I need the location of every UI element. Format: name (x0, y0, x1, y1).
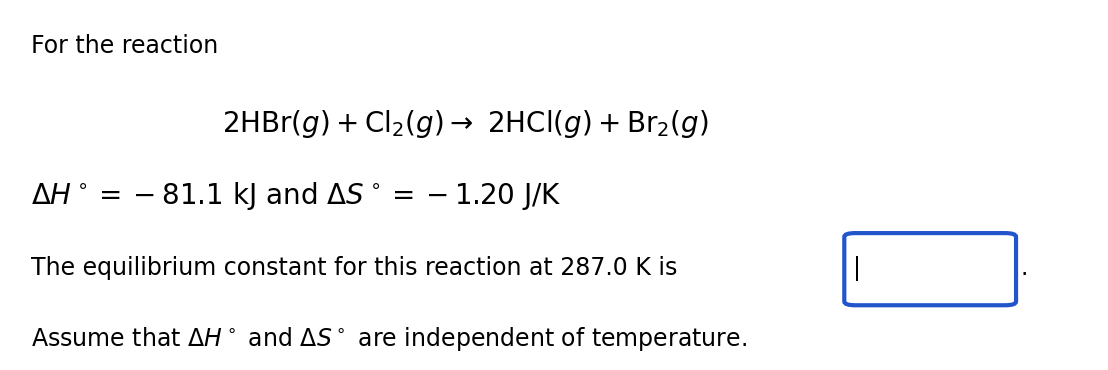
Text: $\mathrm{2HBr(}$$\mathit{g}$$\mathrm{) + Cl_2(}$$\mathit{g}$$\mathrm{) \rightarr: $\mathrm{2HBr(}$$\mathit{g}$$\mathrm{) +… (222, 108, 709, 140)
Text: For the reaction: For the reaction (31, 34, 218, 58)
Text: The equilibrium constant for this reaction at 287.0 K is: The equilibrium constant for this reacti… (31, 256, 677, 280)
FancyBboxPatch shape (844, 233, 1016, 305)
Text: .: . (1020, 256, 1028, 280)
Text: Assume that $\Delta \mathit{H}^\circ$ and $\Delta \mathit{S}^\circ$ are independ: Assume that $\Delta \mathit{H}^\circ$ an… (31, 324, 747, 353)
Text: $\Delta \mathit{H}^\circ = -81.1\ \mathrm{kJ}$$\ \mathrm{and}\ $$\Delta \mathit{: $\Delta \mathit{H}^\circ = -81.1\ \mathr… (31, 180, 562, 212)
Text: |: | (853, 256, 861, 281)
